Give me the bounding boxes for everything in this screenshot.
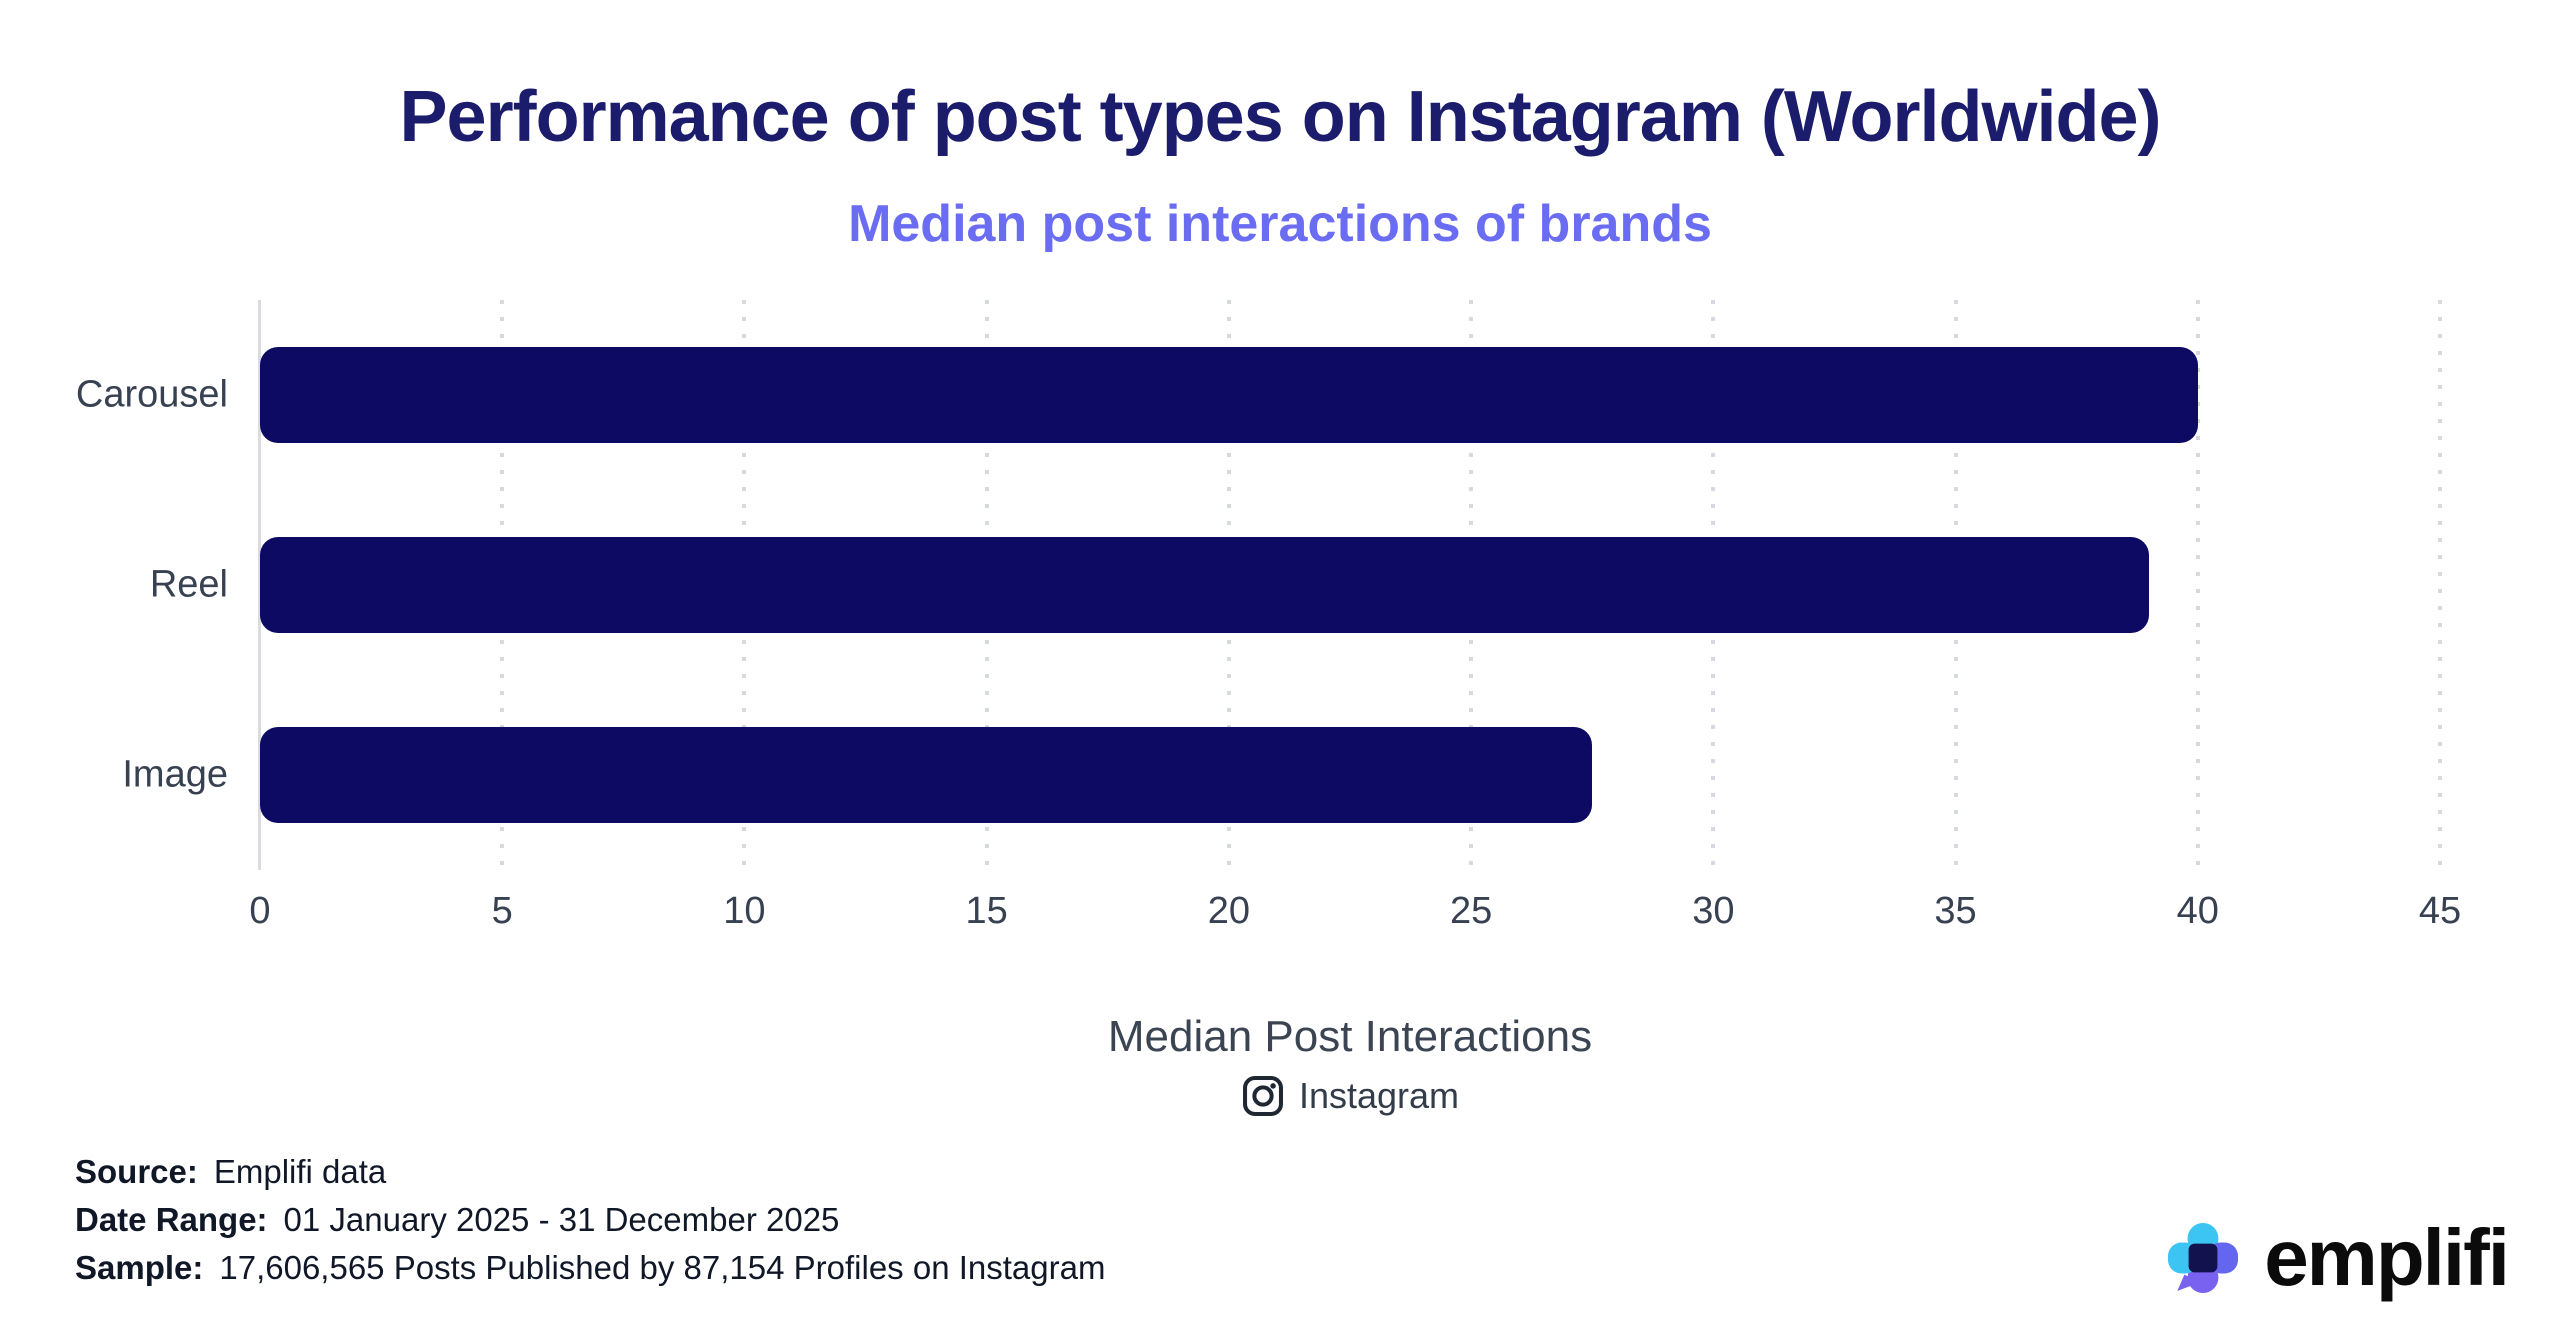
x-tick-label: 40 [2176, 890, 2219, 932]
sample-line: Sample: 17,606,565 Posts Published by 87,… [75, 1244, 1105, 1292]
emplifi-wordmark: emplifi [2264, 1213, 2510, 1302]
chart-subtitle: Median post interactions of brands [848, 195, 1712, 253]
y-axis-line [258, 300, 261, 870]
date-range-label: Date Range: [75, 1201, 268, 1238]
plot-area: Carousel Reel Image [76, 300, 2442, 870]
emplifi-logo: emplifi [2168, 1213, 2510, 1302]
network-caption: Instagram [260, 1074, 2440, 1118]
category-label-reel: Reel [149, 563, 228, 606]
source-line: Source: Emplifi data [75, 1148, 1105, 1196]
category-label-carousel: Carousel [75, 373, 228, 416]
x-tick-label: 30 [1692, 890, 1735, 932]
x-tick-label: 45 [2418, 890, 2462, 932]
x-tick-label: 10 [723, 890, 766, 932]
x-tick-label: 0 [249, 890, 271, 932]
date-range-line: Date Range: 01 January 2025 - 31 December… [75, 1196, 1105, 1244]
instagram-icon [1242, 1076, 1283, 1116]
gridline [2195, 300, 2200, 870]
x-tick-label: 35 [1934, 890, 1977, 932]
x-axis-title: Median Post Interactions [1107, 1012, 1593, 1061]
x-axis-ticks: 0 5 10 15 20 25 30 35 40 45 [249, 890, 2461, 940]
category-label-image: Image [122, 753, 228, 796]
bar-reel [260, 537, 2150, 633]
x-tick-label: 25 [1449, 890, 1493, 932]
date-range-value: 01 January 2025 - 31 December 2025 [283, 1201, 840, 1238]
bar-image [260, 727, 1593, 823]
bar-row-image: Image [122, 680, 2440, 870]
x-tick-label: 15 [965, 890, 1008, 932]
bar-row-carousel: Carousel [76, 300, 2440, 490]
source-block: Source: Emplifi data Date Range: 01 Januar… [75, 1148, 1105, 1292]
network-label: Instagram [1298, 1075, 1460, 1116]
x-tick-label: 20 [1207, 890, 1251, 932]
source-value: Emplifi data [213, 1153, 387, 1190]
x-tick-label: 5 [491, 890, 513, 932]
bar-row-reel: Reel [150, 490, 2440, 680]
gridline [2438, 300, 2442, 870]
sample-value: 17,606,565 Posts Published by 87,154 Pro… [219, 1249, 1106, 1286]
bar-carousel [260, 347, 2198, 443]
sample-label: Sample: [75, 1249, 204, 1286]
chart-title: Performance of post types on Instagram (… [399, 77, 2162, 157]
emplifi-logo-mark [2168, 1223, 2239, 1293]
source-label: Source: [75, 1153, 198, 1190]
